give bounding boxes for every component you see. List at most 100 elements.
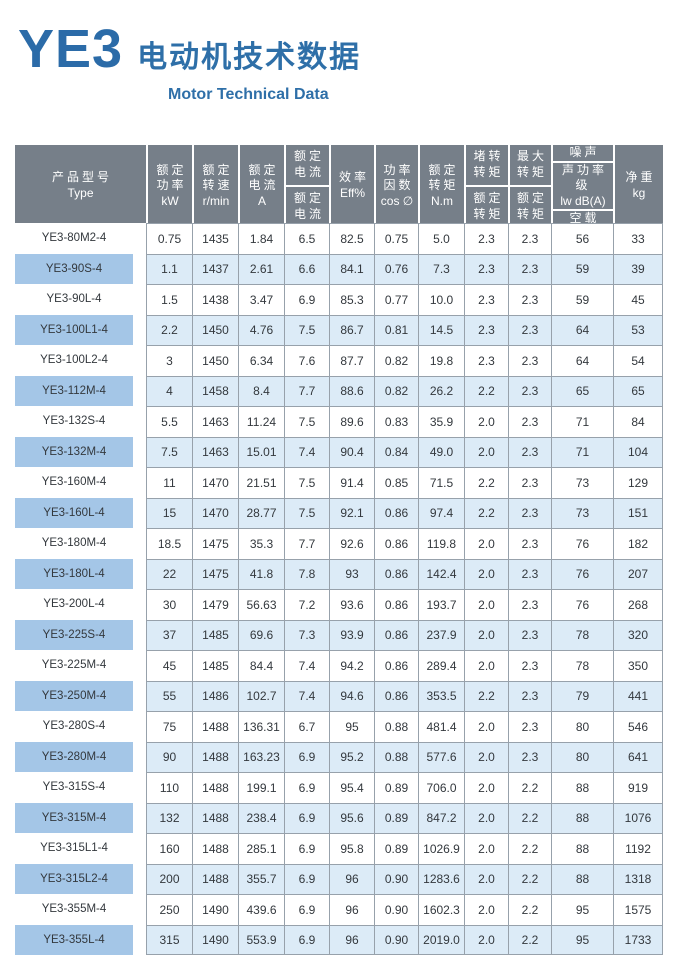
table-row: YE3-90S-4 1.1 1437 2.61 6.6 84.1 0.76 7.3 2.3 2.3… bbox=[15, 253, 663, 284]
cell-rated-torque: 7.3 bbox=[418, 253, 464, 284]
cell-max-torque-ratio: 2.3 bbox=[508, 345, 551, 376]
cell-current-ratio: 7.3 bbox=[284, 619, 329, 650]
cell-type: YE3-132M-4 bbox=[15, 436, 146, 467]
cell-rated-current: 163.23 bbox=[238, 741, 284, 772]
cell-rated-current: 238.4 bbox=[238, 802, 284, 833]
col-header-label: 额定 bbox=[293, 191, 324, 206]
col-header-efficiency: 效率 Eff% bbox=[329, 145, 374, 227]
cell-rated-torque: 237.9 bbox=[418, 619, 464, 650]
col-header-group: 额定 转矩 N.m bbox=[420, 145, 464, 227]
cell-efficiency: 95 bbox=[329, 711, 374, 742]
table-header: 产品型号 Type 额定 功率 kW 额定 转速 r/min 额定 电流 A 额定 电流 额定 电流 效率 Ef… bbox=[15, 145, 663, 227]
cell-noise: 59 bbox=[551, 284, 613, 315]
cell-current-ratio: 6.9 bbox=[284, 894, 329, 925]
cell-net-weight: 207 bbox=[613, 558, 663, 589]
cell-rated-torque: 97.4 bbox=[418, 497, 464, 528]
cell-power-factor: 0.84 bbox=[374, 436, 418, 467]
cell-type: YE3-355M-4 bbox=[15, 894, 146, 925]
cell-noise: 71 bbox=[551, 406, 613, 437]
cell-type: YE3-225S-4 bbox=[15, 619, 146, 650]
cell-current-ratio: 6.9 bbox=[284, 924, 329, 955]
cell-noise: 56 bbox=[551, 223, 613, 254]
cell-rated-torque: 481.4 bbox=[418, 711, 464, 742]
cell-rated-torque: 71.5 bbox=[418, 467, 464, 498]
type-chip: YE3-132M-4 bbox=[15, 436, 133, 467]
table-row: YE3-180L-4 22 1475 41.8 7.8 93 0.86 142.4 2.0 2.3… bbox=[15, 558, 663, 589]
cell-type: YE3-100L2-4 bbox=[15, 345, 146, 376]
cell-current-ratio: 7.7 bbox=[284, 375, 329, 406]
cell-noise: 76 bbox=[551, 589, 613, 620]
cell-efficiency: 85.3 bbox=[329, 284, 374, 315]
col-header-label: 额定 bbox=[156, 162, 187, 177]
cell-max-torque-ratio: 2.2 bbox=[508, 833, 551, 864]
cell-efficiency: 88.6 bbox=[329, 375, 374, 406]
cell-rated-torque: 1026.9 bbox=[418, 833, 464, 864]
cell-rated-speed: 1488 bbox=[192, 741, 238, 772]
cell-efficiency: 89.6 bbox=[329, 406, 374, 437]
cell-power-factor: 0.86 bbox=[374, 680, 418, 711]
type-chip: YE3-280S-4 bbox=[42, 720, 106, 733]
cell-rated-power: 11 bbox=[146, 467, 192, 498]
cell-rated-speed: 1450 bbox=[192, 314, 238, 345]
col-header-group: 净重 kg bbox=[615, 145, 663, 227]
cell-rated-current: 84.4 bbox=[238, 650, 284, 681]
cell-max-torque-ratio: 2.3 bbox=[508, 314, 551, 345]
cell-rated-power: 110 bbox=[146, 772, 192, 803]
cell-max-torque-ratio: 2.3 bbox=[508, 253, 551, 284]
type-chip: YE3-355L-4 bbox=[15, 924, 133, 955]
cell-net-weight: 54 bbox=[613, 345, 663, 376]
cell-power-factor: 0.90 bbox=[374, 894, 418, 925]
table-row: YE3-315L2-4 200 1488 355.7 6.9 96 0.90 1283.6 2.… bbox=[15, 863, 663, 894]
table-row: YE3-90L-4 1.5 1438 3.47 6.9 85.3 0.77 10.0 2.3 2.… bbox=[15, 284, 663, 315]
type-chip: YE3-315L1-4 bbox=[40, 842, 108, 855]
col-header-group: 空载 bbox=[553, 209, 613, 227]
cell-power-factor: 0.82 bbox=[374, 345, 418, 376]
table-row: YE3-315M-4 132 1488 238.4 6.9 95.6 0.89 847.2 2.… bbox=[15, 802, 663, 833]
col-header-label: kW bbox=[161, 193, 179, 208]
cell-net-weight: 1733 bbox=[613, 924, 663, 955]
cell-net-weight: 104 bbox=[613, 436, 663, 467]
col-header-rated-power: 额定 功率 kW bbox=[146, 145, 192, 227]
cell-rated-current: 355.7 bbox=[238, 863, 284, 894]
cell-current-ratio: 6.9 bbox=[284, 833, 329, 864]
table-row: YE3-160M-4 11 1470 21.51 7.5 91.4 0.85 71.5 2.2 2… bbox=[15, 467, 663, 498]
cell-locked-rotor-torque-ratio: 2.0 bbox=[464, 802, 508, 833]
cell-rated-power: 3 bbox=[146, 345, 192, 376]
cell-current-ratio: 7.6 bbox=[284, 345, 329, 376]
cell-rated-torque: 35.9 bbox=[418, 406, 464, 437]
col-header-label: 空载 bbox=[569, 211, 600, 226]
cell-locked-rotor-torque-ratio: 2.0 bbox=[464, 650, 508, 681]
col-header-group: 噪声 bbox=[553, 145, 613, 161]
cell-rated-current: 11.24 bbox=[238, 406, 284, 437]
col-header-label: 转矩 bbox=[516, 206, 547, 221]
cell-rated-power: 160 bbox=[146, 833, 192, 864]
table-row: YE3-160L-4 15 1470 28.77 7.5 92.1 0.86 97.4 2.2 2… bbox=[15, 497, 663, 528]
cell-current-ratio: 7.5 bbox=[284, 467, 329, 498]
table-row: YE3-180M-4 18.5 1475 35.3 7.7 92.6 0.86 119.8 2.… bbox=[15, 528, 663, 559]
cell-locked-rotor-torque-ratio: 2.0 bbox=[464, 772, 508, 803]
cell-rated-torque: 577.6 bbox=[418, 741, 464, 772]
col-header-label: lw dB(A) bbox=[560, 193, 606, 208]
cell-noise: 59 bbox=[551, 253, 613, 284]
col-header-label: 额定 bbox=[248, 162, 279, 177]
col-header-label: kg bbox=[632, 185, 646, 200]
col-header-label: 最大 bbox=[516, 149, 547, 164]
cell-net-weight: 45 bbox=[613, 284, 663, 315]
cell-type: YE3-315L1-4 bbox=[15, 833, 146, 864]
table-row: YE3-280S-4 75 1488 136.31 6.7 95 0.88 481.4 2.0 2… bbox=[15, 711, 663, 742]
cell-rated-torque: 706.0 bbox=[418, 772, 464, 803]
col-header-label: r/min bbox=[202, 193, 230, 208]
cell-locked-rotor-torque-ratio: 2.2 bbox=[464, 375, 508, 406]
cell-max-torque-ratio: 2.2 bbox=[508, 894, 551, 925]
cell-efficiency: 87.7 bbox=[329, 345, 374, 376]
cell-noise: 71 bbox=[551, 436, 613, 467]
cell-power-factor: 0.89 bbox=[374, 772, 418, 803]
cell-net-weight: 53 bbox=[613, 314, 663, 345]
type-chip: YE3-200L-4 bbox=[43, 598, 105, 611]
cell-rated-speed: 1488 bbox=[192, 833, 238, 864]
cell-rated-speed: 1488 bbox=[192, 802, 238, 833]
cell-max-torque-ratio: 2.3 bbox=[508, 589, 551, 620]
cell-max-torque-ratio: 2.3 bbox=[508, 680, 551, 711]
cell-power-factor: 0.86 bbox=[374, 650, 418, 681]
col-header-label: 电流 bbox=[248, 178, 279, 193]
